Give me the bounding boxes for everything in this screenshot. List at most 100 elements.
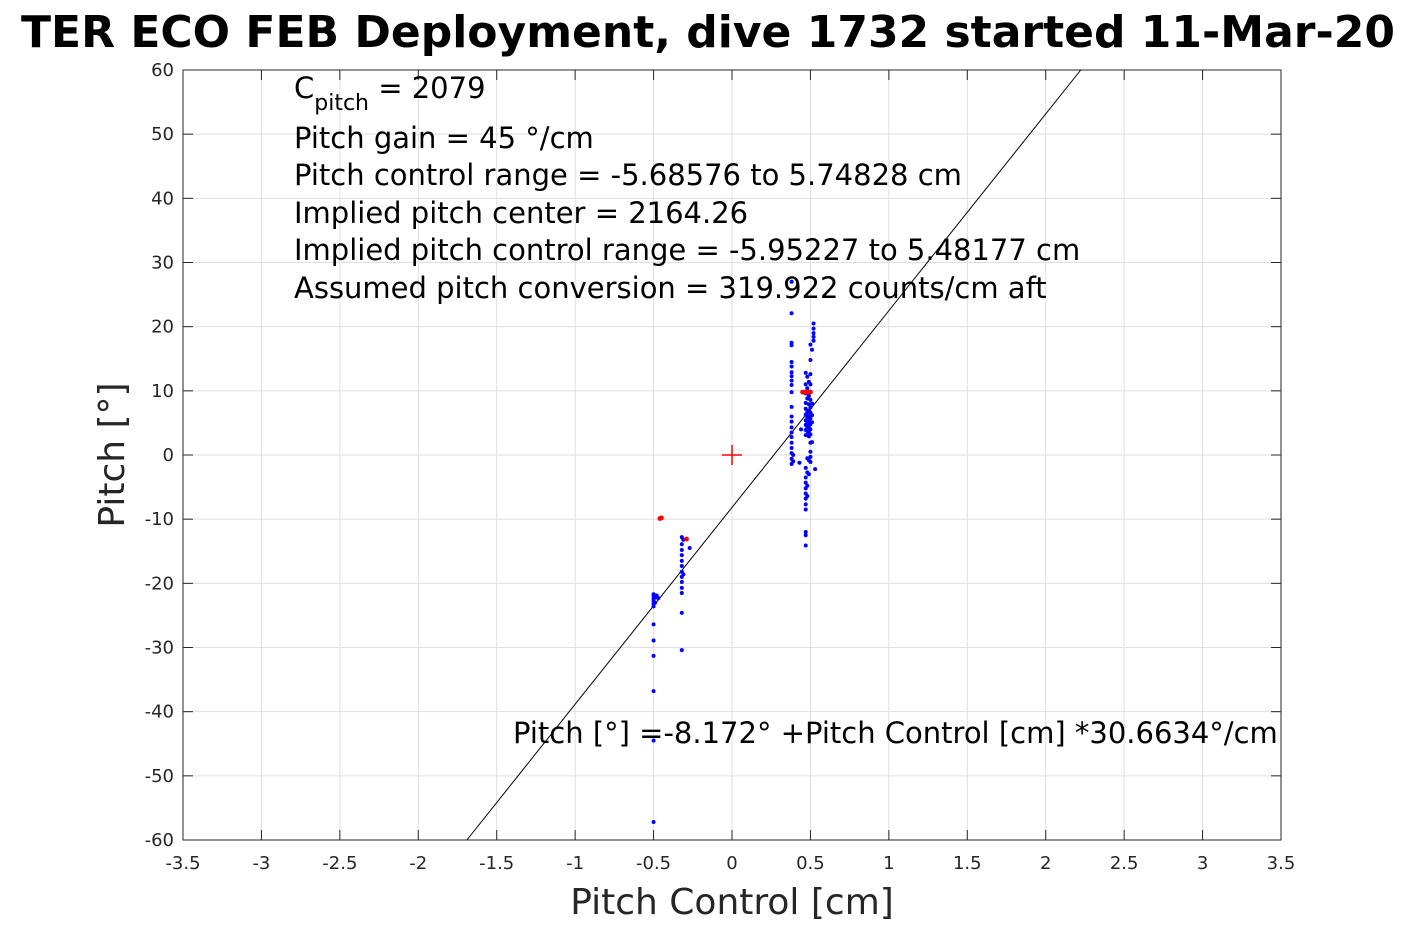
- x-tick-label: 1.5: [953, 853, 982, 874]
- data-point: [803, 543, 808, 548]
- data-point: [808, 358, 813, 363]
- data-point: [808, 432, 813, 437]
- c-pitch-value: = 2079: [369, 71, 486, 105]
- data-point: [803, 401, 808, 406]
- center-marker: [722, 445, 742, 465]
- data-point: [789, 364, 794, 369]
- x-tick-label: 0.5: [796, 853, 825, 874]
- pitch-control-range-annotation: Pitch control range = -5.68576 to 5.7482…: [294, 158, 962, 192]
- data-point: [651, 622, 656, 627]
- data-point: [805, 386, 810, 391]
- x-axis-label: Pitch Control [cm]: [570, 882, 894, 923]
- c-pitch-annotation: Cpitch = 2079: [294, 71, 486, 116]
- y-axis-ticks: -60 -50 -40 -30 -20 -10 0 10 20 30 40 50 60: [145, 60, 1281, 851]
- data-point: [651, 738, 656, 743]
- data-point: [679, 564, 684, 569]
- x-axis-ticks: -3.5 -3 -2.5 -2 -1.5 -1 -0.5 0 0.5 1 1.5 2 2.5 3 3.5: [165, 70, 1295, 874]
- data-point: [679, 648, 684, 653]
- data-point: [806, 393, 811, 398]
- y-tick-label: 30: [151, 253, 174, 274]
- y-tick-label: -60: [145, 830, 174, 851]
- fit-line: [466, 69, 1082, 841]
- pitch-conversion-annotation: Assumed pitch conversion = 319.922 count…: [294, 271, 1047, 305]
- data-point: [789, 404, 794, 409]
- data-point: [803, 370, 808, 375]
- data-point: [651, 689, 656, 694]
- data-point: [789, 445, 794, 450]
- data-point: [679, 558, 684, 563]
- x-tick-label: 2.5: [1110, 853, 1139, 874]
- data-point: [679, 547, 684, 552]
- x-tick-label: 1: [883, 853, 894, 874]
- data-point: [653, 600, 658, 605]
- data-point: [808, 449, 813, 454]
- highlight-point: [808, 389, 813, 395]
- x-tick-label: -2.5: [322, 853, 357, 874]
- x-tick-label: -3: [252, 853, 270, 874]
- data-point: [805, 374, 810, 379]
- data-point: [809, 347, 814, 352]
- data-point: [789, 311, 794, 316]
- data-point: [809, 440, 814, 445]
- x-tick-label: 0: [726, 853, 737, 874]
- x-tick-label: -1.5: [479, 853, 514, 874]
- data-point: [803, 502, 808, 507]
- data-point: [789, 343, 794, 348]
- data-point: [803, 406, 808, 411]
- annotation-block: Cpitch = 2079 Pitch gain = 45 °/cm Pitch…: [294, 71, 1080, 305]
- plot-content: [466, 69, 1082, 841]
- data-point: [809, 401, 814, 406]
- data-point: [679, 580, 684, 585]
- data-point: [797, 460, 802, 465]
- data-point: [789, 359, 794, 364]
- y-tick-label: 40: [151, 188, 174, 209]
- c-pitch-base: C: [294, 71, 314, 105]
- data-point: [808, 397, 813, 402]
- data-point: [679, 610, 684, 615]
- data-point: [679, 590, 684, 595]
- x-tick-label: -2: [409, 853, 427, 874]
- data-point: [789, 440, 794, 445]
- y-tick-label: -50: [145, 766, 174, 787]
- data-point: [806, 472, 811, 477]
- y-tick-label: 10: [151, 381, 174, 402]
- data-point: [651, 638, 656, 643]
- c-pitch-subscript: pitch: [314, 91, 369, 116]
- data-point: [789, 430, 794, 435]
- data-point: [803, 530, 808, 534]
- data-point: [799, 427, 804, 432]
- data-point: [679, 585, 684, 590]
- pitch-gain-annotation: Pitch gain = 45 °/cm: [294, 121, 594, 155]
- y-tick-label: -20: [145, 573, 174, 594]
- x-tick-label: 2: [1040, 853, 1051, 874]
- data-point: [808, 460, 813, 465]
- data-point: [803, 507, 808, 512]
- data-point: [811, 321, 816, 326]
- data-point: [679, 553, 684, 558]
- highlight-point: [659, 515, 664, 521]
- data-point: [651, 653, 656, 658]
- y-axis-label: Pitch [°]: [92, 382, 133, 527]
- x-tick-label: -1: [566, 853, 584, 874]
- data-point: [808, 454, 813, 459]
- data-point: [789, 425, 794, 430]
- data-point: [811, 331, 816, 336]
- data-point: [789, 383, 794, 388]
- data-point: [679, 542, 684, 547]
- data-point: [808, 416, 813, 421]
- data-point: [808, 427, 813, 432]
- implied-pitch-center-annotation: Implied pitch center = 2164.26: [294, 196, 748, 230]
- x-tick-label: 3: [1197, 853, 1208, 874]
- x-tick-label: 3.5: [1267, 853, 1296, 874]
- data-point: [681, 572, 686, 577]
- data-point: [813, 467, 818, 472]
- data-point: [803, 465, 808, 470]
- y-tick-label: 50: [151, 124, 174, 145]
- data-point: [803, 533, 808, 538]
- data-point: [791, 459, 796, 464]
- data-point: [789, 390, 794, 395]
- data-point: [806, 402, 811, 407]
- data-point: [808, 405, 813, 410]
- data-point: [656, 596, 661, 601]
